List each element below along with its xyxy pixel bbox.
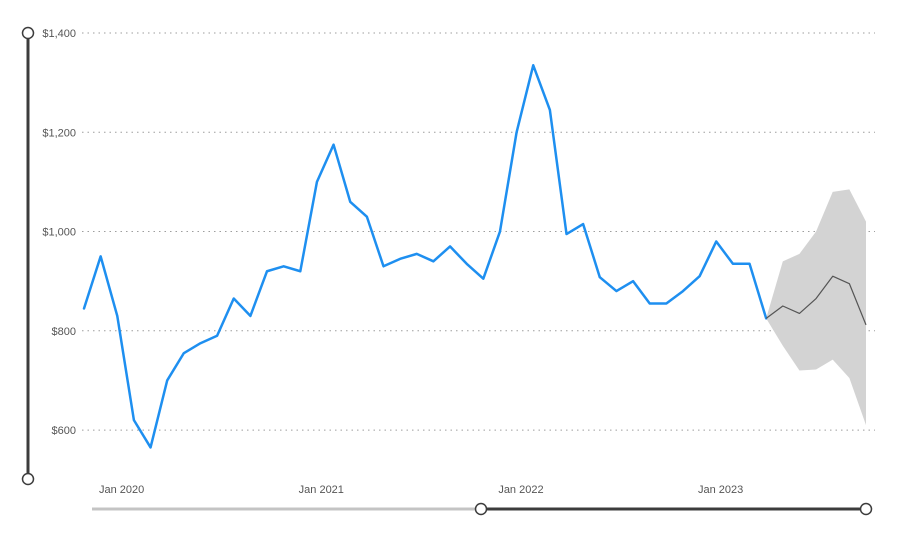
series-line-0 — [82, 64, 768, 449]
gridlines — [82, 32, 875, 431]
x-zoom-slider-handle-right[interactable] — [859, 502, 873, 516]
y-zoom-slider-handle-top[interactable] — [21, 26, 35, 40]
y-tick-label: $1,000 — [42, 227, 76, 239]
y-axis-tick-labels: $600 $800 $1,000 $1,200 $1,400 — [42, 28, 76, 437]
x-tick-label: Jan 2022 — [498, 484, 543, 496]
y-tick-label: $800 — [52, 326, 76, 338]
y-tick-label: $1,200 — [42, 127, 76, 139]
y-zoom-slider-handle-bottom[interactable] — [21, 472, 35, 486]
y-zoom-slider[interactable] — [21, 26, 35, 486]
x-tick-label: Jan 2020 — [99, 484, 144, 496]
x-tick-label: Jan 2023 — [698, 484, 743, 496]
x-zoom-slider-handle-left[interactable] — [474, 502, 488, 516]
forecast-line — [765, 275, 867, 326]
forecast-confidence-band — [766, 189, 866, 426]
y-tick-label: $600 — [52, 425, 76, 437]
x-zoom-slider[interactable] — [92, 502, 873, 516]
x-axis-tick-labels: Jan 2020 Jan 2021 Jan 2022 Jan 2023 — [99, 484, 743, 496]
y-tick-label: $1,400 — [42, 28, 76, 40]
forecast-band-area — [766, 189, 866, 426]
x-tick-label: Jan 2021 — [299, 484, 344, 496]
series-lines — [82, 64, 867, 449]
